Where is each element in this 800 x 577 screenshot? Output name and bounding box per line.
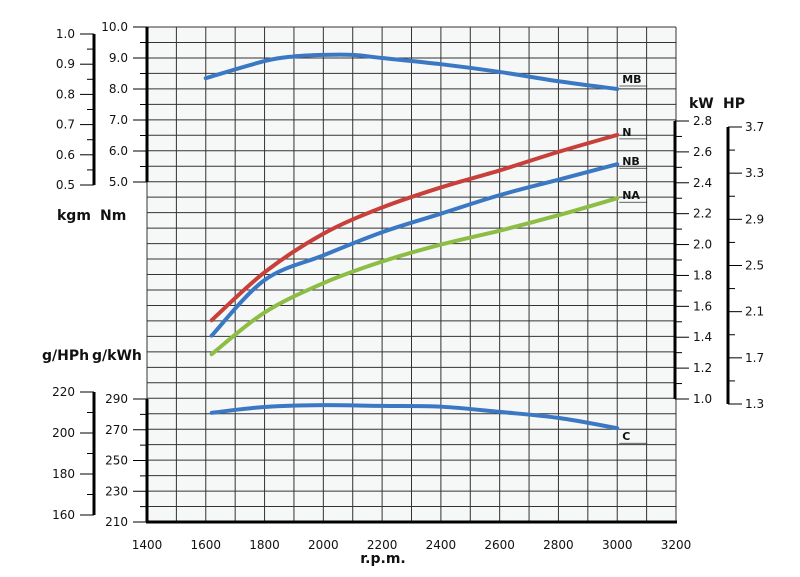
power-kw-tick-label: 2.2 — [693, 207, 712, 221]
axes: 5.0 6.0 7.0 8.0 9.0 10.0 0.5 0.6 0.7 0.8 0.9 1.0 1.0… — [52, 20, 764, 552]
series-label-c: C — [622, 430, 630, 443]
x-tick-label: 3200 — [661, 538, 692, 552]
torque-nm-tick-label: 9.0 — [109, 51, 128, 65]
series-label-na: NA — [622, 189, 640, 202]
x-tick-label: 3000 — [602, 538, 633, 552]
series-lines: MB N NB NA C — [203, 52, 648, 444]
fuel-ghph-tick-label: 200 — [52, 426, 75, 440]
fuel-ghph-tick-label: 160 — [52, 508, 75, 522]
power-kw-tick-label: 1.6 — [693, 299, 712, 313]
series-line-nb — [209, 162, 620, 338]
x-tick-label: 2400 — [426, 538, 457, 552]
x-tick-label: 2600 — [484, 538, 515, 552]
power-hp-tick-label: 2.9 — [745, 212, 764, 226]
power-kw-tick-label: 2.6 — [693, 145, 712, 159]
torque-nm-tick-label: 6.0 — [109, 144, 128, 158]
power-kw-tick-label: 1.4 — [693, 330, 712, 344]
power-kw-tick-label: 1.8 — [693, 268, 712, 282]
power-kw-tick-label: 2.8 — [693, 114, 712, 128]
series-line-na — [209, 196, 620, 357]
x-tick-label: 2000 — [308, 538, 339, 552]
series-line-mb — [203, 52, 620, 91]
power-kw-tick-label: 2.0 — [693, 238, 712, 252]
series-line-n — [209, 132, 620, 323]
torque-kgm-tick-label: 0.6 — [56, 148, 75, 162]
power-kw-tick-label: 2.4 — [693, 176, 712, 190]
x-tick-label: 2800 — [543, 538, 574, 552]
power-hp-tick-label: 3.3 — [745, 166, 764, 180]
fuel-gkwh-tick-label: 250 — [105, 454, 128, 468]
torque-kgm-tick-label: 0.7 — [56, 118, 75, 132]
grid — [146, 26, 677, 523]
series-label-n: N — [622, 126, 631, 139]
power-kw-tick-label: 1.2 — [693, 361, 712, 375]
kw-unit-label: kW — [689, 96, 714, 112]
series-line-c — [209, 403, 620, 431]
series-label-nb: NB — [622, 155, 640, 168]
torque-kgm-tick-label: 0.9 — [56, 57, 75, 71]
series-label-mb: MB — [622, 73, 641, 86]
gkwh-unit-label: g/kWh — [92, 348, 142, 364]
torque-nm-tick-label: 5.0 — [109, 175, 128, 189]
torque-nm-tick-label: 7.0 — [109, 113, 128, 127]
fuel-gkwh-tick-label: 210 — [105, 515, 128, 529]
power-hp-tick-label: 1.7 — [745, 351, 764, 365]
power-hp-tick-label: 2.5 — [745, 259, 764, 273]
fuel-gkwh-tick-label: 230 — [105, 484, 128, 498]
x-axis-label: r.p.m. — [360, 551, 405, 567]
x-tick-label: 1400 — [132, 538, 163, 552]
torque-nm-tick-label: 8.0 — [109, 82, 128, 96]
fuel-ghph-tick-label: 220 — [52, 385, 75, 399]
fuel-gkwh-tick-label: 270 — [105, 423, 128, 437]
power-hp-tick-label: 2.1 — [745, 305, 764, 319]
torque-kgm-tick-label: 1.0 — [56, 27, 75, 41]
fuel-gkwh-tick-label: 290 — [105, 392, 128, 406]
hp-unit-label: HP — [723, 96, 745, 112]
x-tick-label: 1600 — [191, 538, 222, 552]
torque-kgm-tick-label: 0.8 — [56, 87, 75, 101]
torque-kgm-tick-label: 0.5 — [56, 178, 75, 192]
nm-unit-label: Nm — [100, 208, 126, 224]
power-hp-tick-label: 3.7 — [745, 120, 764, 134]
power-kw-tick-label: 1.0 — [693, 392, 712, 406]
x-tick-label: 1800 — [249, 538, 280, 552]
torque-nm-tick-label: 10.0 — [101, 20, 128, 34]
ghph-unit-label: g/HPh — [42, 348, 89, 364]
fuel-ghph-tick-label: 180 — [52, 467, 75, 481]
x-tick-label: 2200 — [367, 538, 398, 552]
power-hp-tick-label: 1.3 — [745, 397, 764, 411]
kgm-unit-label: kgm — [57, 208, 91, 224]
